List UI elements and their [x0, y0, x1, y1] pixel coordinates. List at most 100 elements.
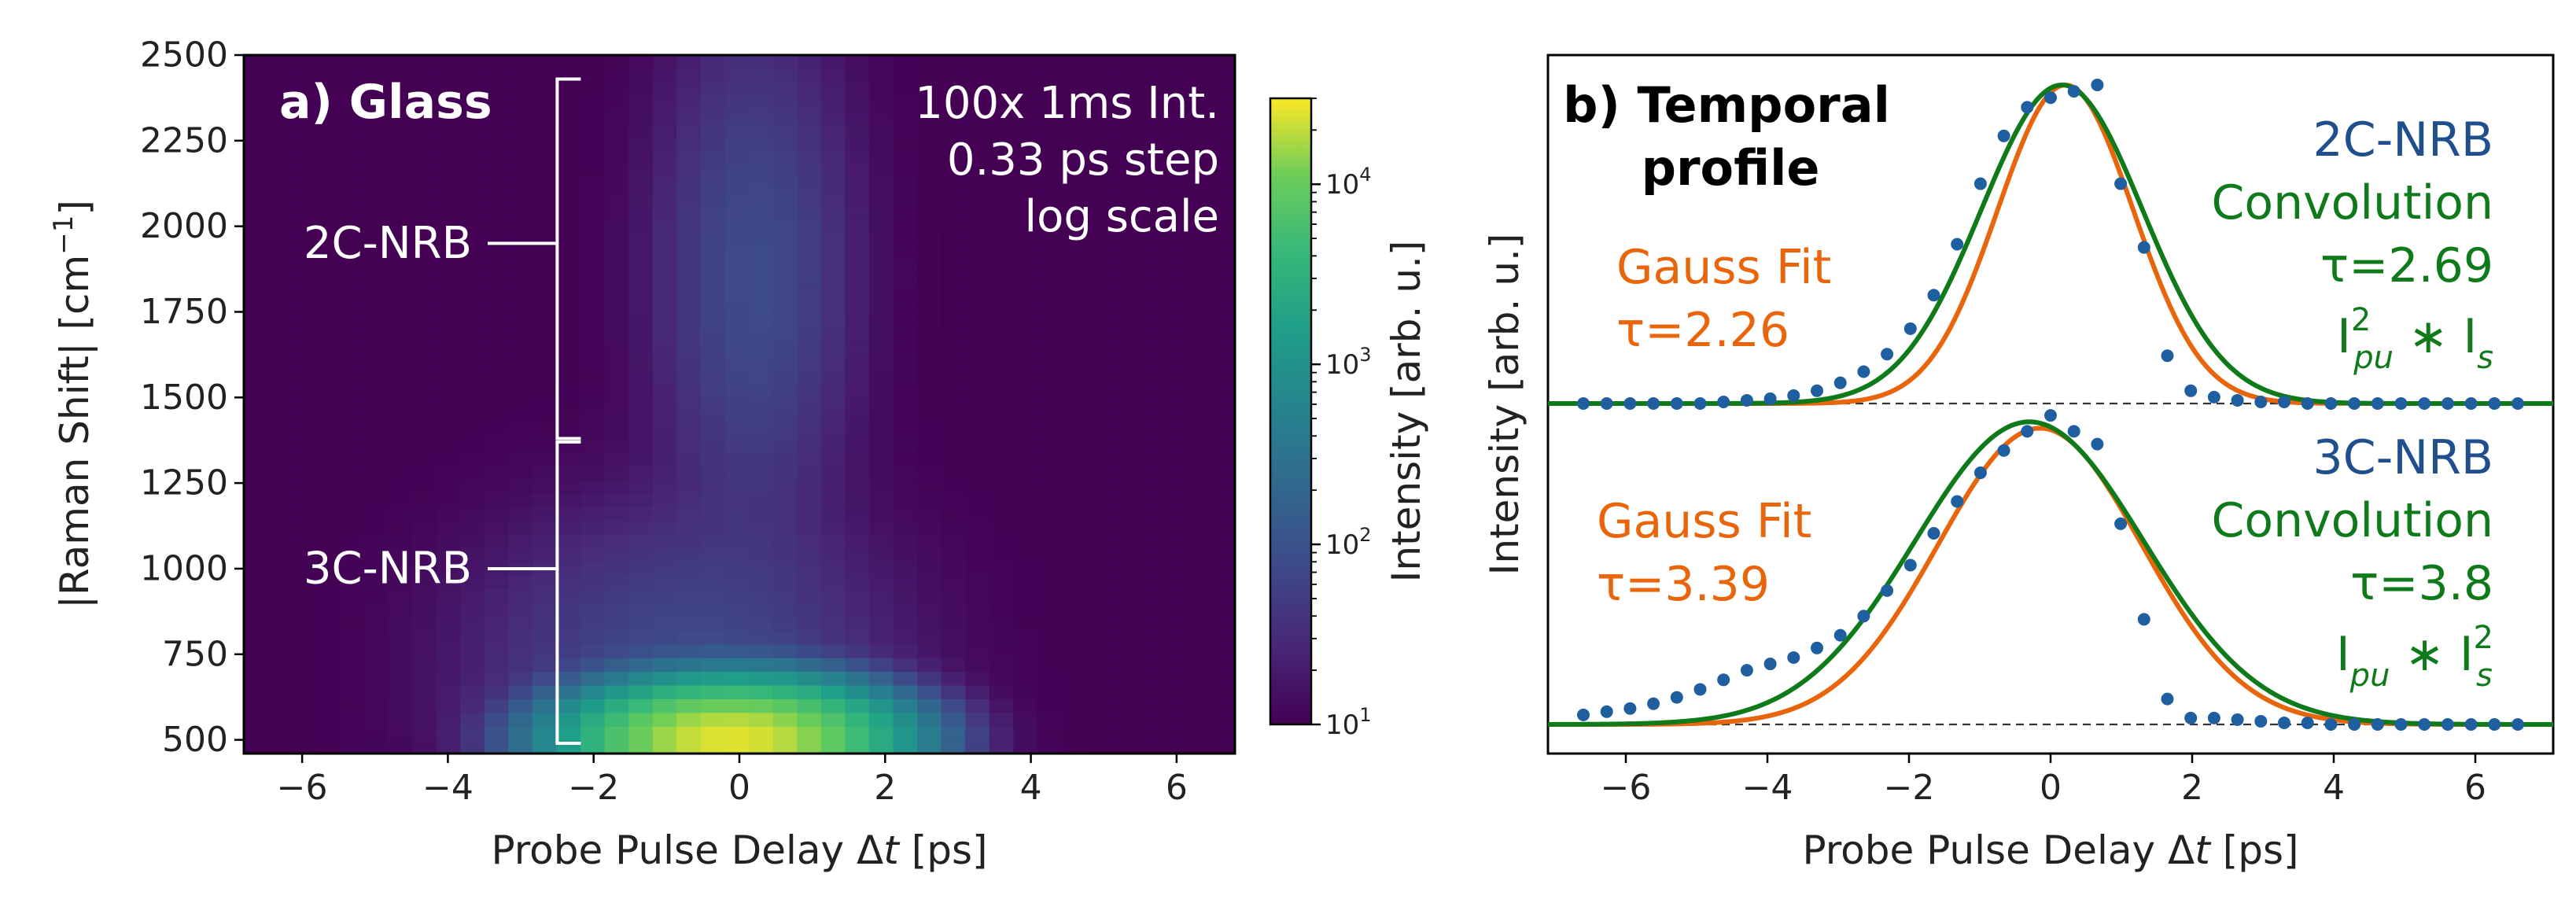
heatmap-cell [989, 575, 1014, 590]
heatmap-cell [1013, 96, 1038, 111]
heatmap-cell [1181, 493, 1207, 508]
heatmap-cell [388, 82, 413, 97]
heatmap-cell [292, 301, 317, 316]
heatmap-cell [1205, 425, 1231, 440]
heatmap-cell [292, 246, 317, 261]
heatmap-cell [628, 233, 654, 248]
heatmap-cell [267, 137, 293, 152]
heatmap-cell [604, 246, 629, 261]
data-point-3c-nrb [1717, 673, 1730, 687]
heatmap-cell [965, 178, 990, 193]
x-tick-label: −2 [1884, 768, 1935, 808]
heatmap-cell [412, 411, 437, 426]
heatmap-cell [724, 712, 750, 727]
heatmap-cell [1133, 205, 1159, 220]
heatmap-cell [556, 507, 581, 521]
heatmap-cell [868, 96, 894, 111]
heatmap-cell [315, 370, 341, 385]
heatmap-cell [652, 233, 677, 248]
heatmap-cell [941, 643, 966, 658]
heatmap-cell [556, 547, 581, 562]
heatmap-cell [724, 342, 750, 357]
heatmap-cell [1109, 684, 1134, 699]
heatmap-cell [604, 534, 629, 549]
heatmap-cell [580, 288, 606, 303]
heatmap-cell [1133, 370, 1159, 385]
heatmap-cell [363, 219, 389, 234]
heatmap-cell [1109, 301, 1134, 316]
heatmap-cell [1037, 493, 1063, 508]
heatmap-cell [580, 329, 606, 344]
heatmap-cell [340, 630, 365, 645]
heatmap-cell [292, 507, 317, 521]
data-point-3c-nrb [2114, 517, 2128, 530]
heatmap-cell [244, 246, 269, 261]
heatmap-cell [1229, 466, 1235, 481]
heatmap-cell [267, 534, 293, 549]
heatmap-cell [436, 356, 461, 371]
heatmap-cell [797, 575, 822, 590]
x-tick-label: −6 [1601, 768, 1652, 808]
heatmap-cell [315, 507, 341, 521]
heatmap-cell [292, 233, 317, 248]
heatmap-cell [965, 698, 990, 713]
heatmap-cell [267, 219, 293, 234]
heatmap-cell [676, 82, 702, 97]
heatmap-cell [1037, 342, 1063, 357]
heatmap-cell [1109, 55, 1134, 70]
heatmap-cell [532, 698, 558, 713]
heatmap-cell [700, 616, 726, 631]
heatmap-cell [1109, 438, 1134, 453]
heatmap-cell [1037, 82, 1063, 97]
heatmap-cell [941, 562, 966, 577]
heatmap-cell [749, 315, 774, 330]
heatmap-cell [893, 219, 918, 234]
heatmap-cell [1085, 68, 1111, 83]
heatmap-cell [604, 411, 629, 426]
heatmap-cell [292, 671, 317, 686]
heatmap-cell [363, 726, 389, 741]
heatmap-cell [363, 507, 389, 521]
panel-b-y-axis-label: Intensity [arb. u.] [1482, 234, 1528, 576]
heatmap-cell [1085, 123, 1111, 138]
heatmap-cell [941, 233, 966, 248]
heatmap-cell [845, 315, 870, 330]
heatmap-cell [388, 547, 413, 562]
heatmap-cell [244, 671, 269, 686]
heatmap-cell [1013, 274, 1038, 289]
heatmap-cell [772, 507, 798, 521]
data-point-2c-nrb [1973, 177, 1987, 190]
heatmap-cell [460, 521, 485, 536]
heatmap-cell [508, 288, 533, 303]
heatmap-cell [363, 451, 389, 466]
x-tick-label: 2 [2181, 768, 2203, 808]
heatmap-cell [580, 109, 606, 124]
heatmap-cell [1157, 55, 1182, 70]
heatmap-cell [628, 301, 654, 316]
heatmap-cell [893, 425, 918, 440]
x-label-a-var: t [883, 827, 901, 873]
heatmap-cell [1229, 397, 1235, 412]
heatmap-cell [460, 534, 485, 549]
heatmap-cell [989, 616, 1014, 631]
heatmap-cell [1061, 55, 1086, 70]
heatmap-cell [460, 562, 485, 577]
heatmap-cell [797, 658, 822, 673]
heatmap-cell [1085, 562, 1111, 577]
heatmap-cell [724, 260, 750, 275]
heatmap-cell [292, 370, 317, 385]
heatmap-cell [820, 219, 846, 234]
heatmap-cell [412, 534, 437, 549]
heatmap-cell [508, 82, 533, 97]
heatmap-cell [749, 219, 774, 234]
heatmap-cell [917, 684, 942, 699]
heatmap-cell [1109, 164, 1134, 179]
heatmap-cell [1229, 493, 1235, 508]
heatmap-cell [267, 562, 293, 577]
heatmap-cell [1157, 493, 1182, 508]
heatmap-cell [749, 411, 774, 426]
heatmap-cell [532, 671, 558, 686]
heatmap-cell [724, 562, 750, 577]
heatmap-cell [556, 575, 581, 590]
